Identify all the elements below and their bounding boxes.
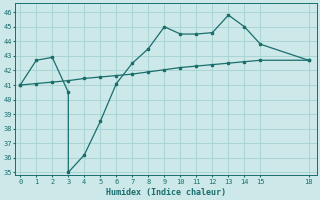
X-axis label: Humidex (Indice chaleur): Humidex (Indice chaleur) — [106, 188, 226, 197]
